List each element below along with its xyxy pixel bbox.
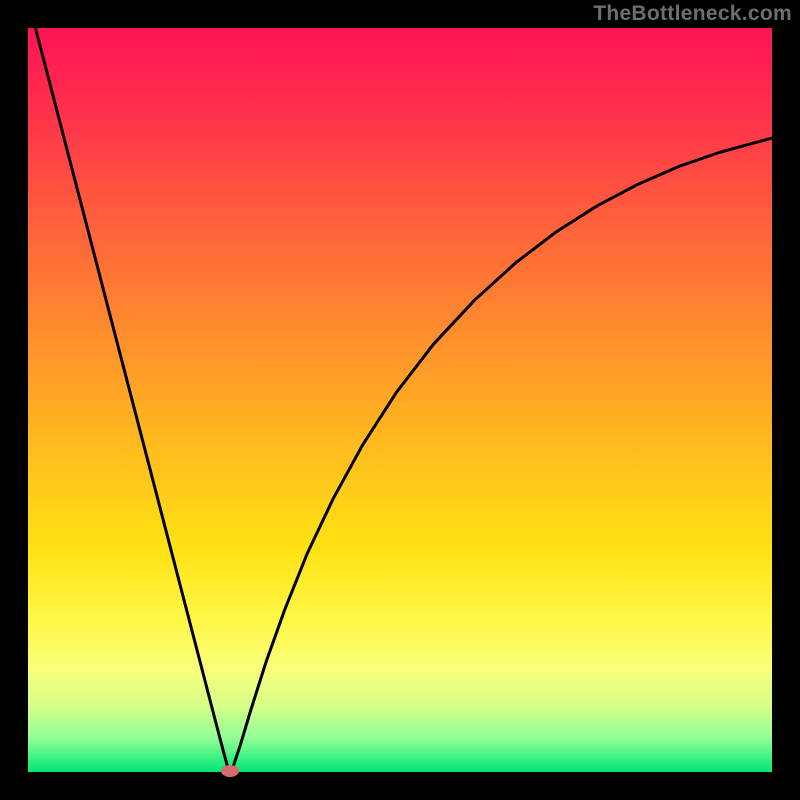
plot-area [28,28,772,772]
minimum-marker [221,765,239,777]
bottleneck-curve [28,28,772,772]
chart-frame: TheBottleneck.com [0,0,800,800]
watermark-text: TheBottleneck.com [593,2,792,26]
